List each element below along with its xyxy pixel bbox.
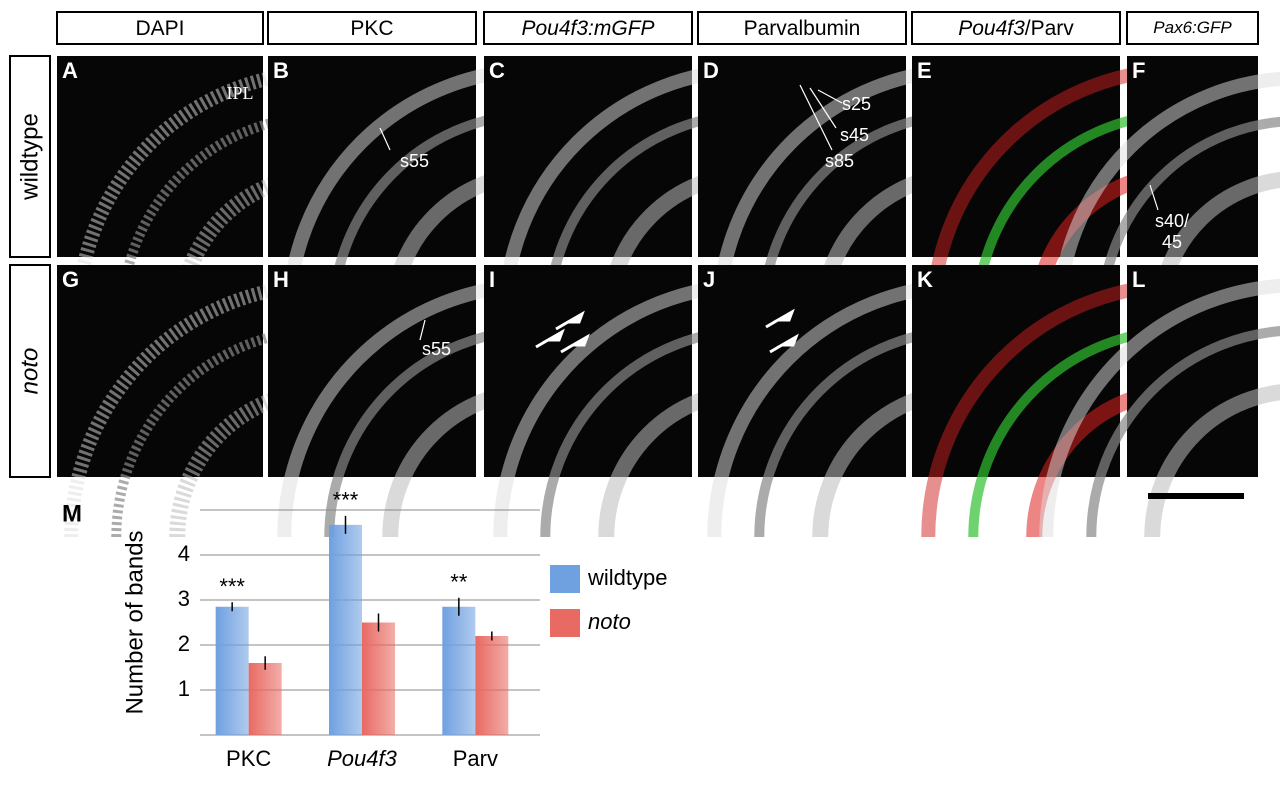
panel-letter: J [703,267,715,292]
column-header-box [1126,11,1259,45]
arrow [769,333,799,354]
retina-layer [926,63,1181,318]
y-tick-label: 1 [178,676,190,701]
panel-annotation: 45 [1162,232,1182,252]
leader-line [1149,184,1159,211]
retina-layer [64,278,324,538]
row-label: wildtype [16,113,43,201]
retina-layer [921,278,1181,538]
column-header-part: PKC [350,17,393,40]
bar [215,606,249,735]
bar [475,636,509,735]
scale-bar [1148,493,1244,499]
column-header: Pou4f3:mGFP [521,17,654,40]
column-header-box [911,11,1121,45]
y-tick-label: 4 [178,541,190,566]
x-tick-label: Parv [453,746,498,771]
row-label-box [9,264,51,478]
arrow [535,328,565,349]
panel-letter: A [62,58,78,83]
significance: *** [219,574,245,599]
row-label-box [9,55,51,258]
panel-annotation: s25 [842,94,871,114]
image-panel [57,265,263,477]
column-header: Pax6:GFP [1153,18,1232,37]
bar [442,606,476,735]
y-tick-label: 2 [178,631,190,656]
retina-layer [169,383,324,538]
panel-annotation: s40/ [1155,211,1189,231]
y-axis-label: Number of bands [121,530,148,714]
y-tick-label: 3 [178,586,190,611]
panel-letter: C [489,58,505,83]
retina-layer [1144,384,1280,538]
column-header-part: Pax6:GFP [1153,18,1232,37]
x-tick-label: PKC [226,746,271,771]
panel-annotation: s55 [400,151,429,171]
legend-label: noto [588,609,631,634]
retina-layer [1086,326,1280,538]
retina-layer [1039,278,1280,538]
arrow [765,308,795,329]
x-tick-label: Pou4f3 [327,746,397,771]
column-header: DAPI [135,17,184,40]
column-header-part: Pou4f3 [958,17,1025,40]
column-header-part: /Parv [1025,17,1075,40]
column-header: Pou4f3/Parv [958,17,1074,40]
retina-layer [707,278,967,538]
legend-swatch [550,609,580,637]
panel-letter: D [703,58,719,83]
row-label: noto [16,348,43,395]
panel-letter: B [273,58,289,83]
column-header: Parvalbumin [744,17,861,40]
leader-line [817,89,843,104]
leader-line [809,87,837,129]
arrow [560,333,590,354]
panel-letter: M [62,500,82,527]
column-header-part: DAPI [135,17,184,40]
significance: ** [450,570,468,595]
leader-line [379,127,391,151]
arrow [555,310,585,331]
column-header-part: Pou4f3:mGFP [521,17,654,40]
column-header-box [56,11,264,45]
bar [329,524,362,735]
panel-annotation: s55 [422,339,451,359]
panel-annotation: s45 [840,125,869,145]
column-header-box [483,11,693,45]
retina-layer [498,63,753,318]
legend-swatch [550,565,580,593]
panel-letter: F [1132,58,1145,83]
bar [362,622,395,735]
panel-letter: I [489,267,495,292]
significance: *** [333,488,359,513]
leader-line [419,319,426,341]
retina-layer [493,278,753,538]
retina-layer [1052,72,1280,318]
retina-layer [712,63,967,318]
bar [248,663,282,735]
panel-letter: H [273,267,289,292]
image-panel [57,56,263,257]
panel-letter: G [62,267,79,292]
panel-annotation: s85 [825,151,854,171]
column-header-box [267,11,477,45]
retina-layer [277,278,537,538]
panel-annotation: IPL [227,83,254,103]
retina-layer [71,65,324,318]
panel-letter: K [917,267,933,292]
retina-layer [282,63,537,318]
panel-letter: L [1132,267,1145,292]
panel-letter: E [917,58,932,83]
leader-line [799,84,833,151]
column-header: PKC [350,17,393,40]
column-header-part: Parvalbumin [744,17,861,40]
legend-label: wildtype [587,565,667,590]
column-header-box [697,11,907,45]
